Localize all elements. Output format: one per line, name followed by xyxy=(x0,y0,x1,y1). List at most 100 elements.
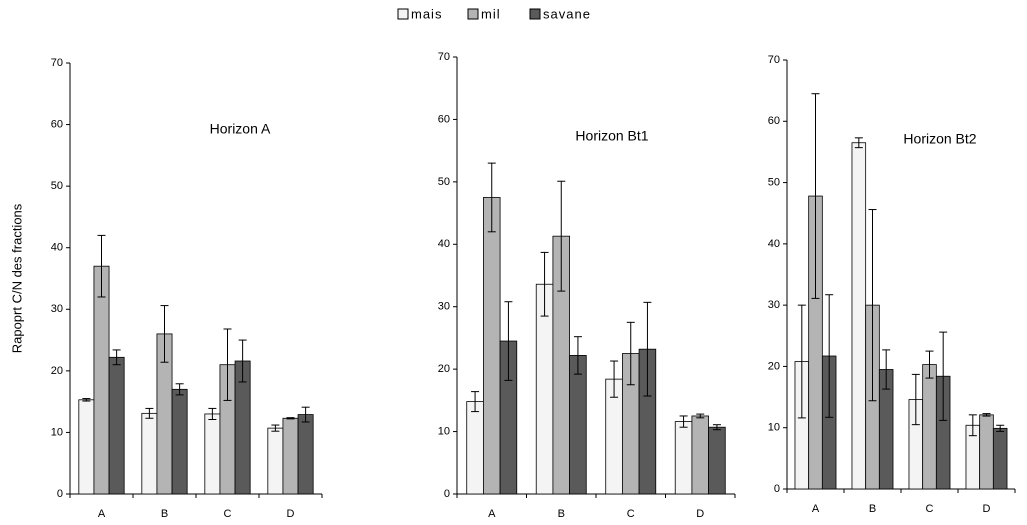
error-bar xyxy=(175,383,184,396)
error-bar xyxy=(696,413,705,419)
y-tick-label: 60 xyxy=(438,113,450,125)
error-bar xyxy=(540,251,549,317)
error-bar xyxy=(82,398,91,402)
y-tick-label: 10 xyxy=(51,426,63,438)
y-tick-label: 70 xyxy=(438,51,450,63)
error-bar xyxy=(208,407,217,420)
error-bar xyxy=(160,305,169,363)
bar xyxy=(922,364,937,490)
bar xyxy=(204,413,221,495)
x-tick-label: A xyxy=(812,503,820,515)
bar xyxy=(141,412,158,495)
y-tick-label: 60 xyxy=(768,115,780,127)
legend-swatch xyxy=(529,8,541,20)
y-tick-label: 40 xyxy=(768,238,780,250)
error-bar xyxy=(557,180,566,292)
bar xyxy=(691,415,709,495)
x-tick-label: B xyxy=(869,503,876,515)
y-tick-label: 40 xyxy=(51,242,63,254)
error-bar xyxy=(626,321,635,386)
error-bar xyxy=(573,336,582,375)
error-bar xyxy=(882,349,891,390)
y-axis-label: Rapoprt C/N des fractions xyxy=(9,203,24,353)
x-tick-label: A xyxy=(98,508,106,520)
x-tick-label: B xyxy=(558,508,565,520)
bar xyxy=(483,197,501,495)
error-bar xyxy=(712,424,721,431)
x-tick-label: D xyxy=(696,508,704,520)
x-tick-label: B xyxy=(161,508,168,520)
bar xyxy=(282,417,299,495)
y-tick-label: 10 xyxy=(438,425,450,437)
chart-title: Horizon Bt2 xyxy=(903,131,976,147)
error-bar xyxy=(982,413,991,417)
error-bar xyxy=(223,328,232,401)
y-tick-label: 50 xyxy=(438,176,450,188)
error-bar xyxy=(797,304,806,419)
chart-title: Horizon Bt1 xyxy=(575,128,648,144)
bar xyxy=(108,356,125,495)
y-tick-label: 60 xyxy=(51,118,63,130)
y-tick-label: 40 xyxy=(438,238,450,250)
error-bar xyxy=(504,301,513,381)
error-bar xyxy=(610,360,619,398)
y-tick-label: 70 xyxy=(51,57,63,69)
error-bar xyxy=(868,209,877,402)
bar xyxy=(569,355,587,495)
y-tick-label: 10 xyxy=(768,422,780,434)
bar xyxy=(171,388,188,495)
bar xyxy=(93,265,110,495)
error-bar xyxy=(238,339,247,383)
error-bar xyxy=(996,424,1005,432)
bar xyxy=(708,426,726,495)
bar xyxy=(851,142,867,490)
error-bar xyxy=(301,406,310,423)
legend-swatch xyxy=(467,8,479,20)
error-bar xyxy=(968,414,977,437)
legend-label: mais xyxy=(411,6,442,21)
error-bar xyxy=(811,93,820,299)
x-tick-label: C xyxy=(627,508,635,520)
y-tick-label: 30 xyxy=(438,301,450,313)
y-tick-label: 0 xyxy=(444,488,450,500)
error-bar xyxy=(854,137,863,149)
y-tick-label: 50 xyxy=(51,180,63,192)
error-bar xyxy=(939,331,948,421)
x-tick-label: D xyxy=(287,508,295,520)
y-tick-label: 20 xyxy=(768,360,780,372)
error-bar xyxy=(487,162,496,233)
legend-label: mil xyxy=(481,6,501,21)
x-tick-label: C xyxy=(926,503,934,515)
bar xyxy=(267,427,284,495)
y-tick-label: 30 xyxy=(768,299,780,311)
legend-label: savane xyxy=(543,6,591,21)
x-tick-label: C xyxy=(224,508,232,520)
error-bar xyxy=(112,349,121,366)
x-tick-label: D xyxy=(983,503,991,515)
y-tick-label: 0 xyxy=(57,488,63,500)
error-bar xyxy=(825,294,834,418)
y-tick-label: 30 xyxy=(51,303,63,315)
error-bar xyxy=(925,350,934,379)
bar xyxy=(992,427,1008,490)
chart-title: Horizon A xyxy=(210,121,271,137)
error-bar xyxy=(286,417,295,420)
y-tick-label: 50 xyxy=(768,176,780,188)
y-tick-label: 70 xyxy=(768,54,780,66)
error-bar xyxy=(271,424,280,432)
error-bar xyxy=(643,301,652,397)
error-bar xyxy=(145,407,154,419)
bar xyxy=(674,421,693,495)
error-bar xyxy=(679,415,688,428)
bar xyxy=(297,414,314,495)
x-tick-label: A xyxy=(488,508,496,520)
bar xyxy=(78,399,95,495)
error-bar xyxy=(97,234,106,298)
error-bar xyxy=(471,391,480,413)
y-tick-label: 20 xyxy=(51,365,63,377)
y-tick-label: 20 xyxy=(438,363,450,375)
y-tick-label: 0 xyxy=(774,483,780,495)
legend-swatch xyxy=(397,8,409,20)
bar xyxy=(979,414,994,490)
